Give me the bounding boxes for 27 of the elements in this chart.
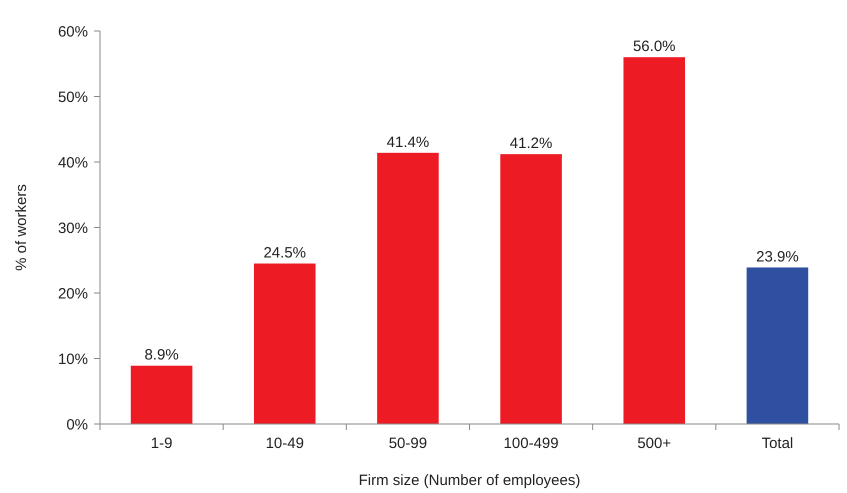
x-axis-title: Firm size (Number of employees)	[358, 472, 580, 489]
x-tick-label: 500+	[637, 435, 672, 452]
data-label: 23.9%	[756, 248, 799, 266]
y-tick-label: 50%	[58, 88, 88, 106]
y-tick-label: 30%	[58, 220, 88, 237]
data-label: 56.0%	[632, 38, 676, 56]
data-label: 41.4%	[386, 134, 430, 151]
bar	[130, 366, 192, 424]
x-tick-label: Total	[762, 435, 794, 452]
bar	[254, 264, 316, 424]
bar	[746, 267, 808, 424]
y-axis-title: % of workers	[13, 184, 30, 271]
bar	[500, 154, 562, 424]
data-label: 24.5%	[263, 244, 306, 262]
data-label: 8.9%	[144, 346, 179, 364]
x-tick-label: 50-99	[388, 435, 428, 452]
y-tick-label: 20%	[58, 285, 88, 302]
x-tick-label: 100-499	[504, 435, 559, 452]
bar	[377, 152, 439, 424]
x-tick-label: 10-49	[266, 435, 304, 452]
y-tick-label: 60%	[58, 23, 88, 40]
y-tick-label: 10%	[58, 350, 88, 368]
bar	[623, 57, 686, 424]
y-tick-label: 0%	[66, 416, 88, 434]
data-label: 41.2%	[510, 135, 552, 152]
y-tick-label: 40%	[58, 154, 88, 172]
x-tick-label: 1-9	[150, 435, 172, 452]
